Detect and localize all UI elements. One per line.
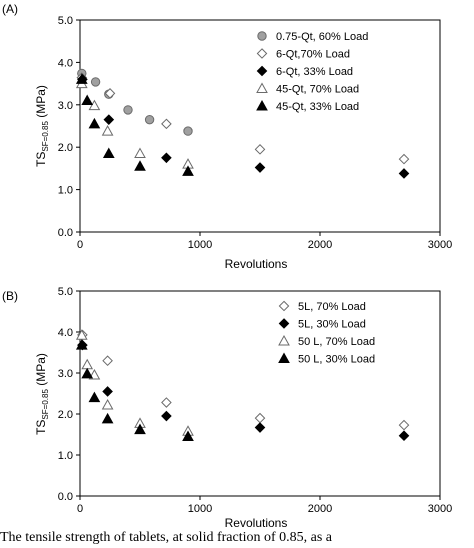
y-tick-label: 5.0 — [58, 286, 73, 298]
panel-a: (A) 0 1000 2000 3000 0.0 1.0 2.0 3.0 4.0 5.0 Revolu… — [2, 2, 452, 271]
data-point — [88, 117, 101, 129]
y-tick-label: 2.0 — [58, 409, 73, 421]
x-tick-label: 0 — [77, 503, 83, 515]
data-point — [134, 147, 146, 159]
data-point — [254, 422, 266, 433]
y-tick-label: 0.0 — [58, 491, 73, 503]
panel-b: (B) 0 1000 2000 3000 0.0 1.0 2.0 3.0 4.0 5.0 Revolu… — [2, 286, 452, 528]
data-point — [134, 160, 146, 171]
data-point — [161, 410, 172, 422]
data-point — [182, 430, 194, 442]
figure: (A) 0 1000 2000 3000 0.0 1.0 2.0 3.0 4.0 5.0 Revolu… — [2, 2, 452, 528]
legend-marker — [278, 300, 290, 312]
legend: 0.75-Qt, 60% Load 6-Qt,70% Load 6-Qt, 33% … — [256, 31, 368, 113]
data-point — [254, 144, 266, 155]
legend-marker — [278, 318, 290, 329]
data-point — [90, 77, 101, 87]
y-tick-label: 0.0 — [58, 227, 73, 239]
legend-marker — [256, 65, 268, 77]
data-point — [104, 88, 116, 99]
data-point — [101, 398, 114, 410]
y-tick-label: 3.0 — [58, 368, 73, 380]
data-point — [254, 162, 266, 173]
data-point — [101, 125, 114, 136]
data-point — [161, 118, 172, 130]
data-point — [101, 412, 114, 424]
y-tick-label: 2.0 — [58, 142, 73, 154]
legend-entry: 45-Qt, 70% Load — [276, 84, 359, 96]
figure-caption: The tensile strength of tablets, at soli… — [0, 530, 333, 545]
legend-marker — [256, 99, 268, 111]
data-point — [182, 165, 194, 176]
data-point — [134, 423, 146, 435]
legend-entry: 50 L, 70% Load — [298, 336, 375, 348]
legend-entry: 5L, 30% Load — [298, 319, 366, 331]
data-point — [398, 168, 410, 179]
legend-marker — [278, 352, 290, 363]
data-point — [81, 358, 94, 370]
x-tick-label: 2000 — [308, 503, 332, 515]
series-3 — [77, 74, 410, 179]
y-tick-label: 1.0 — [58, 185, 73, 197]
plot-frame — [79, 19, 441, 233]
data-point — [123, 105, 133, 115]
x-tick-label: 3000 — [428, 239, 452, 251]
x-tick-label: 1000 — [188, 503, 212, 515]
data-point — [88, 391, 101, 403]
legend-marker — [278, 334, 290, 346]
legend-entry: 45-Qt, 33% Load — [276, 101, 359, 113]
data-point — [398, 153, 410, 165]
data-point — [161, 152, 172, 164]
series-5 — [75, 73, 194, 176]
legend-entry: 6-Qt,70% Load — [276, 49, 350, 61]
x-tick-label: 2000 — [308, 239, 332, 251]
x-axis-title: Revolutions — [225, 257, 288, 271]
series-3 — [75, 329, 194, 436]
data-point — [75, 73, 88, 84]
data-point — [102, 386, 113, 397]
legend-marker — [256, 48, 268, 59]
data-point — [102, 355, 113, 367]
y-axis-title: TSSF=0.85 (MPa) — [34, 85, 50, 167]
data-point — [398, 419, 410, 431]
data-point — [102, 147, 115, 159]
data-point — [144, 114, 155, 125]
data-point — [88, 99, 101, 111]
data-point — [161, 397, 172, 408]
legend-marker — [256, 82, 268, 93]
legend: 5L, 70% Load 5L, 30% Load 50 L, 70% Load 50… — [278, 300, 375, 366]
x-tick-label: 3000 — [428, 503, 452, 515]
x-tick-label: 1000 — [188, 239, 212, 251]
y-tick-label: 5.0 — [58, 15, 73, 27]
y-tick-label: 4.0 — [58, 327, 73, 339]
plot-frame — [79, 290, 441, 497]
legend-entry: 50 L, 30% Load — [298, 354, 375, 366]
data-point — [254, 412, 266, 424]
legend-marker — [257, 31, 267, 41]
data-point — [81, 367, 94, 379]
panel-label: (A) — [2, 2, 18, 16]
data-point — [81, 94, 94, 106]
y-tick-label: 1.0 — [58, 450, 73, 462]
x-axis-title: Revolutions — [225, 516, 288, 528]
x-tick-label: 0 — [77, 239, 83, 251]
data-point — [75, 339, 88, 350]
legend-entry: 6-Qt, 33% Load — [276, 66, 353, 78]
panel-label: (B) — [2, 289, 18, 303]
data-point — [183, 126, 193, 136]
y-axis-title: TSSF=0.85 (MPa) — [34, 353, 50, 435]
data-point — [398, 430, 410, 442]
data-point — [103, 114, 115, 125]
legend-entry: 5L, 70% Load — [298, 301, 366, 313]
legend-entry: 0.75-Qt, 60% Load — [276, 31, 368, 43]
y-tick-label: 4.0 — [58, 57, 73, 69]
series-4 — [75, 339, 194, 442]
y-tick-label: 3.0 — [58, 100, 73, 112]
